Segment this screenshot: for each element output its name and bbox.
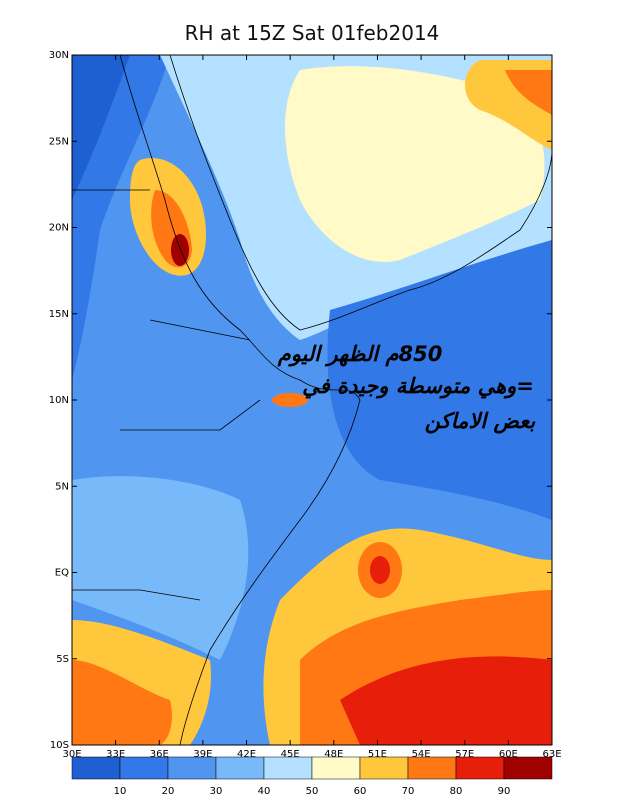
colorbar-label: 20 — [162, 786, 175, 797]
lon-label: 36E — [150, 749, 169, 760]
colorbar-label: 40 — [258, 786, 271, 797]
colorbar-box — [455, 756, 505, 780]
colorbar-box — [311, 756, 361, 780]
annotation-line: بعض الاماكن — [425, 409, 537, 434]
colorbar-label: 10 — [114, 786, 127, 797]
lat-label: 25N — [49, 136, 69, 147]
annotation-line: 850م الظهر اليوم — [277, 342, 443, 367]
lat-label: 10S — [50, 740, 69, 751]
colorbar-box — [71, 756, 121, 780]
lat-label: 5S — [56, 654, 69, 665]
colorbar-label: 90 — [498, 786, 511, 797]
colorbar-box — [167, 756, 217, 780]
colorbar-box — [263, 756, 313, 780]
lon-label: 48E — [324, 749, 343, 760]
lat-label: 10N — [49, 395, 69, 406]
colorbar-box — [119, 756, 169, 780]
lon-label: 45E — [281, 749, 300, 760]
colorbar-label: 70 — [402, 786, 415, 797]
lat-label: EQ — [55, 568, 69, 579]
colorbar-box — [407, 756, 457, 780]
lon-label: 39E — [193, 749, 212, 760]
colorbar-box — [359, 756, 409, 780]
lon-label: 42E — [237, 749, 256, 760]
title: RH at 15Z Sat 01feb2014 — [185, 21, 440, 45]
lon-label: 60E — [499, 749, 518, 760]
lon-label: 30E — [62, 749, 81, 760]
lat-label: 20N — [49, 223, 69, 234]
coastlines — [72, 55, 552, 745]
colorbar-label: 50 — [306, 786, 319, 797]
colorbar-box — [215, 756, 265, 780]
colorbar-label: 30 — [210, 786, 223, 797]
lat-label: 15N — [49, 309, 69, 320]
annotation-line: =وهي متوسطة وجيدة في — [302, 374, 534, 399]
lat-label: 30N — [49, 50, 69, 61]
lon-label: 54E — [412, 749, 431, 760]
colorbar-label: 80 — [450, 786, 463, 797]
lat-label: 5N — [55, 481, 69, 492]
lon-label: 33E — [106, 749, 125, 760]
colorbar-box — [503, 756, 553, 780]
lon-label: 51E — [368, 749, 387, 760]
map-field — [72, 55, 552, 745]
lon-label: 57E — [455, 749, 474, 760]
lon-label: 63E — [542, 749, 561, 760]
colorbar-label: 60 — [354, 786, 367, 797]
